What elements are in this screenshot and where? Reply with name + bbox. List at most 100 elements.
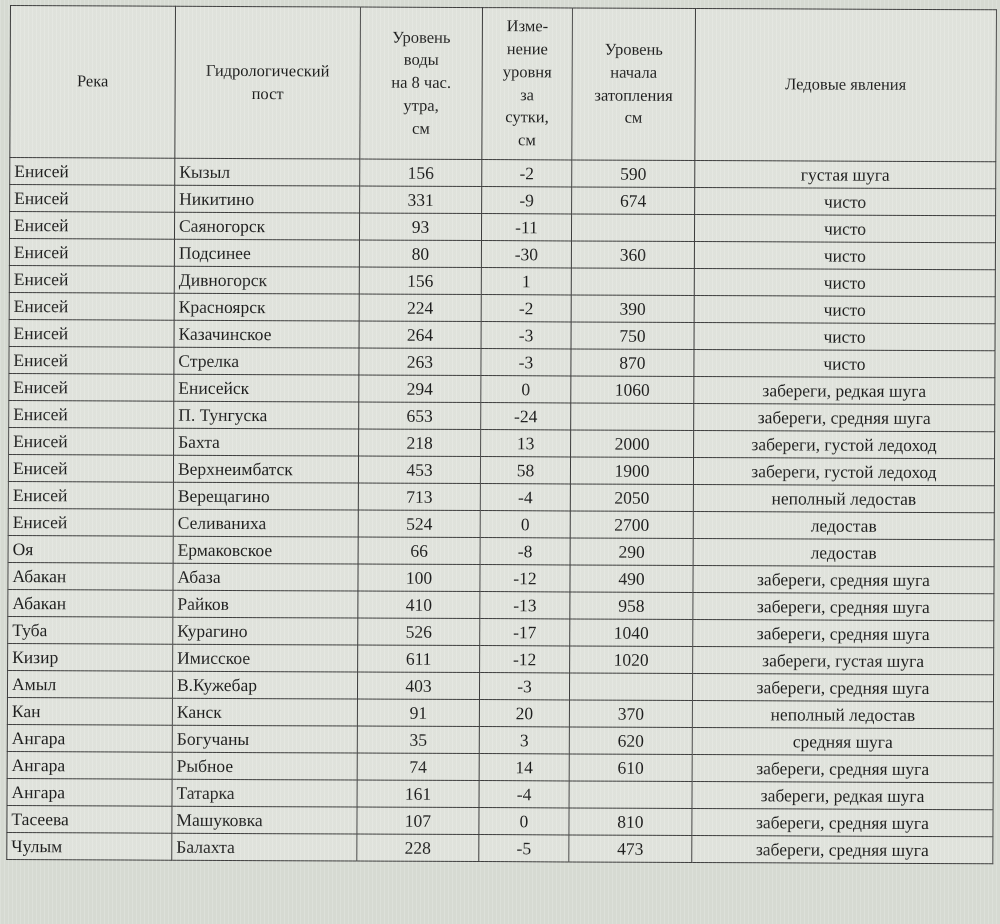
cell-river: Енисей	[9, 265, 175, 294]
cell-post: Ермаковское	[173, 536, 359, 565]
cell-flood-level: 620	[569, 726, 693, 755]
cell-water-level: 218	[358, 429, 481, 457]
cell-ice-phenomena: забереги, средняя шуга	[692, 754, 994, 783]
cell-water-level: 410	[357, 591, 480, 619]
cell-post: Верхнеимбатск	[173, 455, 359, 484]
cell-river: Енисей	[9, 157, 175, 186]
cell-ice-phenomena: чисто	[693, 349, 996, 378]
cell-ice-phenomena: забереги, средняя шуга	[692, 619, 994, 648]
hydrology-table: Река Гидрологический пост Уровень воды н…	[6, 5, 997, 865]
cell-post: Верещагино	[173, 482, 359, 511]
cell-level-change: 0	[480, 510, 571, 538]
cell-level-change: -17	[479, 618, 570, 646]
table-row: Абакан Райков 410 -13 958 забереги, сред…	[7, 589, 994, 621]
cell-water-level: 228	[356, 834, 479, 862]
cell-post: Красноярск	[174, 293, 360, 322]
header-hydrological-post: Гидрологический пост	[174, 6, 361, 160]
table-row: Ангара Богучаны 35 3 620 средняя шуга	[7, 724, 994, 756]
cell-river: Енисей	[9, 184, 175, 213]
table-row: Тасеева Машуковка 107 0 810 забереги, ср…	[6, 805, 993, 837]
table-row: Кизир Имисское 611 -12 1020 забереги, гу…	[7, 643, 994, 675]
cell-ice-phenomena: ледостав	[693, 511, 995, 540]
cell-post: Курагино	[172, 617, 358, 646]
cell-flood-level: 360	[571, 240, 695, 269]
cell-ice-phenomena: забереги, средняя шуга	[692, 565, 995, 594]
cell-post: Енисейск	[173, 374, 359, 403]
cell-flood-level: 2700	[570, 510, 694, 539]
cell-flood-level	[569, 672, 693, 701]
cell-level-change: 0	[478, 807, 570, 835]
cell-ice-phenomena: густая шуга	[694, 160, 996, 189]
cell-level-change: 14	[479, 753, 570, 781]
cell-water-level: 524	[358, 510, 481, 538]
table-row: Ангара Татарка 161 -4 забереги, редкая ш…	[7, 778, 994, 810]
cell-level-change: -11	[481, 213, 572, 241]
table-row: Енисей Бахта 218 13 2000 забереги, густо…	[8, 427, 995, 459]
cell-post: Райков	[172, 590, 358, 619]
cell-water-level: 526	[357, 618, 480, 646]
cell-ice-phenomena: забереги, густой ледоход	[693, 457, 995, 486]
table-row: Енисей Казачинское 264 -3 750 чисто	[9, 319, 996, 351]
cell-river: Енисей	[9, 211, 175, 240]
cell-river: Амыл	[7, 670, 173, 699]
cell-ice-phenomena: неполный ледостав	[693, 484, 995, 513]
header-level-change-per-day: Изме- нение уровня за сутки, см	[481, 7, 573, 160]
cell-river: Ангара	[7, 724, 173, 753]
cell-level-change: -3	[481, 321, 572, 349]
cell-level-change: 13	[480, 429, 571, 457]
cell-post: Никитино	[174, 185, 360, 214]
cell-ice-phenomena: забереги, средняя шуга	[691, 835, 993, 864]
cell-water-level: 403	[357, 672, 480, 700]
table-row: Абакан Абаза 100 -12 490 забереги, средн…	[7, 562, 995, 594]
cell-water-level: 156	[359, 159, 482, 187]
cell-level-change: -3	[480, 348, 572, 376]
cell-water-level: 264	[359, 321, 482, 349]
cell-flood-level: 1040	[569, 618, 693, 647]
cell-flood-level: 590	[571, 159, 695, 188]
cell-level-change: -2	[481, 294, 572, 322]
cell-river: Енисей	[8, 508, 174, 537]
cell-water-level: 93	[359, 213, 482, 241]
table-row: Оя Ермаковское 66 -8 290 ледостав	[8, 535, 995, 567]
cell-river: Кизир	[7, 643, 173, 672]
cell-ice-phenomena: забереги, редкая шуга	[693, 376, 995, 405]
cell-level-change: -5	[478, 834, 569, 862]
cell-river: Ангара	[7, 751, 173, 780]
cell-post: Татарка	[172, 779, 358, 808]
cell-flood-level: 674	[571, 186, 695, 215]
cell-river: Туба	[7, 616, 173, 645]
cell-ice-phenomena: неполный ледостав	[692, 700, 994, 729]
cell-ice-phenomena: чисто	[694, 187, 996, 216]
cell-ice-phenomena: чисто	[694, 295, 996, 324]
cell-post: Канск	[172, 698, 358, 727]
table-row: Енисей Красноярск 224 -2 390 чисто	[9, 292, 996, 324]
cell-level-change: -4	[480, 483, 571, 511]
cell-level-change: -30	[481, 240, 572, 268]
cell-flood-level	[571, 267, 695, 296]
table-row: Чулым Балахта 228 -5 473 забереги, средн…	[6, 832, 993, 864]
cell-flood-level: 958	[569, 591, 693, 620]
table-row: Туба Курагино 526 -17 1040 забереги, сре…	[7, 616, 994, 648]
header-row: Река Гидрологический пост Уровень воды н…	[9, 5, 997, 162]
cell-level-change: -12	[479, 645, 570, 673]
cell-ice-phenomena: забереги, редкая шуга	[692, 781, 994, 810]
table-body: Енисей Кызыл 156 -2 590 густая шуга Енис…	[6, 157, 996, 864]
cell-ice-phenomena: чисто	[694, 322, 996, 351]
cell-post: Кызыл	[174, 158, 360, 187]
cell-ice-phenomena: забереги, средняя шуга	[692, 592, 994, 621]
cell-water-level: 331	[359, 186, 482, 214]
header-ice-phenomena: Ледовые явления	[694, 8, 997, 162]
cell-flood-level: 370	[569, 699, 693, 728]
cell-level-change: -9	[481, 186, 572, 214]
header-water-level-8am: Уровень воды на 8 час. утра, см	[359, 7, 483, 160]
cell-flood-level: 290	[570, 537, 694, 566]
cell-flood-level: 810	[568, 807, 693, 836]
cell-post: Богучаны	[172, 725, 358, 754]
cell-water-level: 74	[357, 753, 480, 781]
table-row: Енисей Подсинее 80 -30 360 чисто	[9, 238, 996, 270]
cell-water-level: 713	[358, 483, 481, 511]
table-row: Кан Канск 91 20 370 неполный ледостав	[7, 697, 994, 729]
table-row: Енисей Саяногорск 93 -11 чисто	[9, 211, 996, 243]
table-row: Енисей Селиваниха 524 0 2700 ледостав	[8, 508, 995, 540]
